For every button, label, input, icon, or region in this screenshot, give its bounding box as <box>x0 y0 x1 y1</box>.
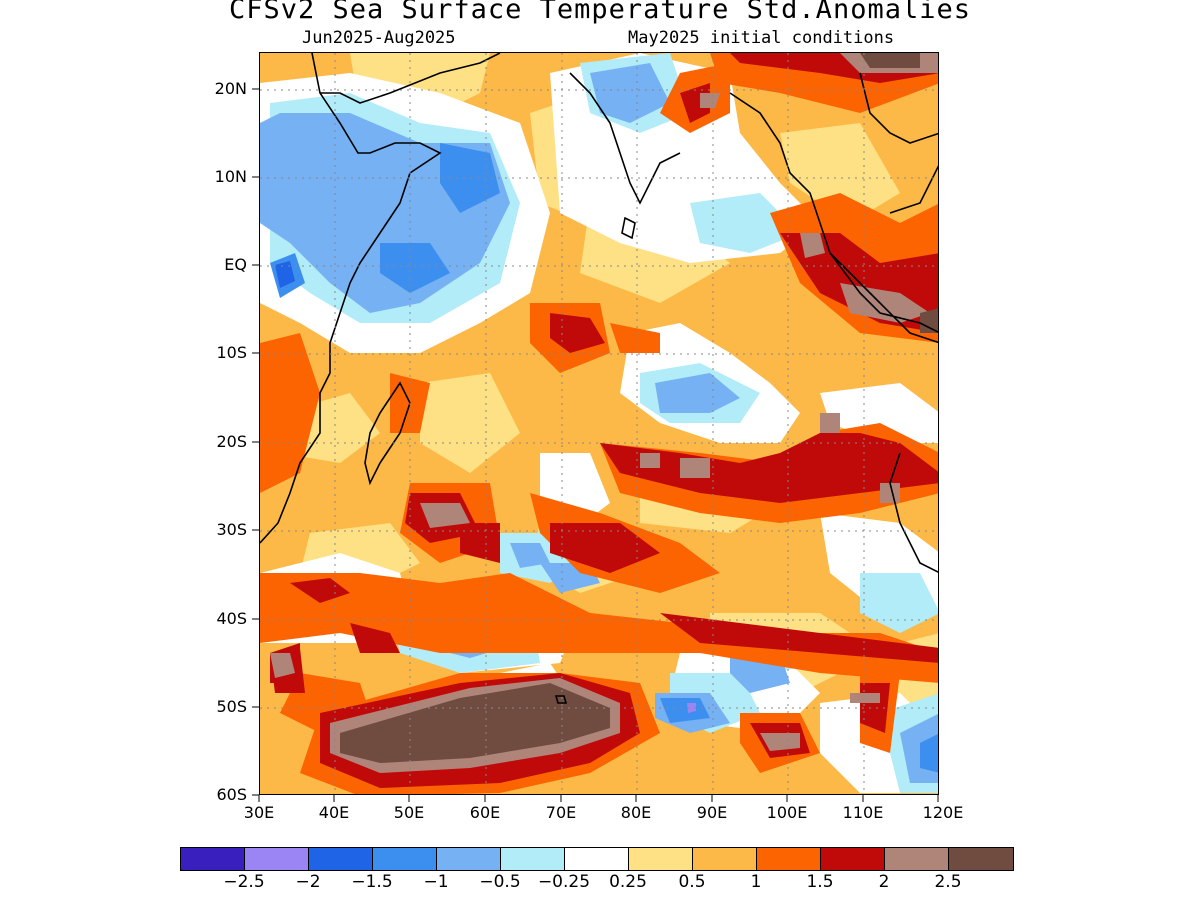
java-coast <box>829 252 938 333</box>
lat-tick-label: 60S <box>216 785 247 804</box>
lon-tick-label: 60E <box>469 803 501 822</box>
color-scale-label: 1.5 <box>806 872 834 892</box>
color-scale-label: −0.25 <box>537 872 591 892</box>
forecast-period: Jun2025-Aug2025 <box>302 28 456 48</box>
lat-tick-label: 50S <box>216 697 247 716</box>
indochina-coast <box>859 72 938 144</box>
australia-coast <box>889 452 938 573</box>
gridlines <box>260 53 938 794</box>
color-scale-label: 1 <box>750 872 762 892</box>
color-swatch <box>373 848 437 870</box>
color-scale-label: 0.5 <box>678 872 706 892</box>
madagascar-coast <box>364 381 411 486</box>
kerguelen-coast <box>554 695 568 704</box>
lat-tick-label: 10S <box>216 343 247 362</box>
india-coast <box>569 72 681 205</box>
lon-tick-label: 110E <box>842 803 884 822</box>
initial-conditions: May2025 initial conditions <box>628 28 895 48</box>
borneo-coast <box>889 165 938 214</box>
africa-coast <box>260 53 442 544</box>
color-scale-label: −2 <box>295 872 321 892</box>
lon-tick-label: 90E <box>696 803 728 822</box>
sri-lanka-coast <box>621 216 636 240</box>
color-swatch <box>629 848 693 870</box>
color-scale-label: −1 <box>423 872 449 892</box>
color-scale-label: −0.5 <box>479 872 521 892</box>
color-scale-label: 0.25 <box>609 872 647 892</box>
anomaly-field <box>260 53 938 794</box>
lat-tick-label: 30S <box>216 520 247 539</box>
sst-anomaly-map <box>259 52 939 795</box>
sumatra-coast <box>819 222 938 344</box>
color-scale-label: −1.5 <box>351 872 393 892</box>
lon-tick-label: 80E <box>620 803 652 822</box>
color-swatch <box>245 848 309 870</box>
lon-tick-label: 70E <box>545 803 577 822</box>
lat-tick-label: 20N <box>214 79 247 98</box>
color-scale-label: 2.5 <box>934 872 962 892</box>
coastlines <box>260 53 938 704</box>
lat-tick-label: EQ <box>224 255 247 274</box>
color-swatch <box>757 848 821 870</box>
chart-title: CFSv2 Sea Surface Temperature Std.Anomal… <box>229 0 971 25</box>
lat-tick-label: 20S <box>216 432 247 451</box>
lat-tick-label: 10N <box>214 167 247 186</box>
lon-tick-label: 40E <box>318 803 350 822</box>
color-swatch <box>181 848 245 870</box>
color-scale-label: −2.5 <box>223 872 265 892</box>
color-swatch <box>309 848 373 870</box>
color-swatch <box>885 848 949 870</box>
lon-tick-label: 120E <box>922 803 964 822</box>
lon-tick-label: 100E <box>766 803 808 822</box>
color-scale-label: 2 <box>878 872 890 892</box>
anomaly-above-2.5 <box>340 53 938 763</box>
bay-of-bengal-coast <box>729 92 821 224</box>
color-swatch <box>501 848 565 870</box>
color-scale-bar <box>180 847 1014 871</box>
color-swatch <box>565 848 629 870</box>
lat-tick-label: 40S <box>216 609 247 628</box>
color-swatch <box>437 848 501 870</box>
color-swatch <box>821 848 885 870</box>
color-swatch <box>949 848 1013 870</box>
color-swatch <box>693 848 757 870</box>
arabia-coast <box>320 53 501 104</box>
lon-tick-label: 50E <box>393 803 425 822</box>
lon-tick-label: 30E <box>243 803 275 822</box>
